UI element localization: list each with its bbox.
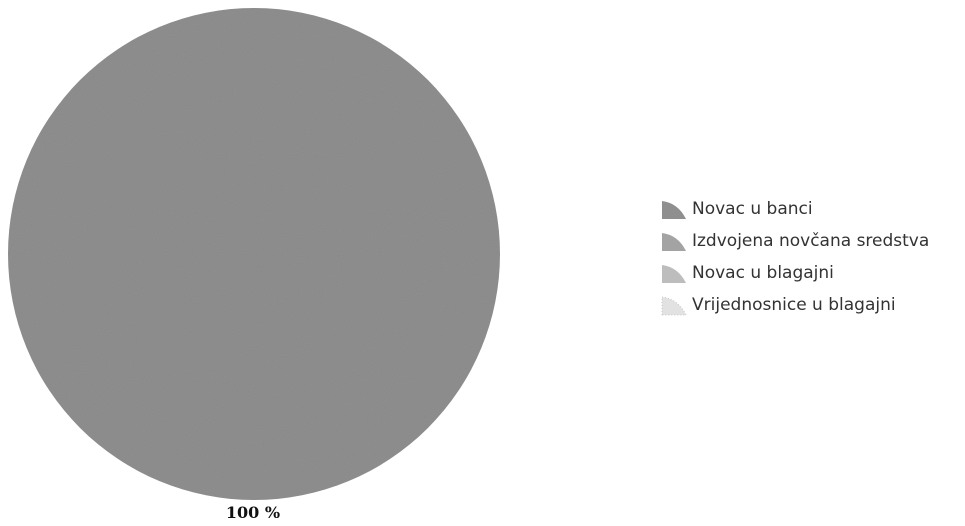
- legend-swatch-icon: [662, 201, 686, 219]
- pie-slice: [8, 8, 500, 500]
- slice-percent-label: 100 %: [225, 503, 281, 522]
- legend-label: Novac u banci: [692, 199, 813, 219]
- legend-item: Novac u banci: [658, 193, 929, 225]
- legend-label: Novac u blagajni: [692, 263, 834, 283]
- legend-item: Vrijednosnice u blagajni: [658, 289, 929, 321]
- legend-swatch-icon: [662, 233, 686, 251]
- legend-label: Vrijednosnice u blagajni: [692, 295, 896, 315]
- pie-slices: [8, 8, 500, 500]
- legend-swatch-icon: [661, 296, 687, 316]
- legend-label: Izdvojena novčana sredstva: [692, 231, 930, 251]
- legend-item: Novac u blagajni: [658, 257, 929, 289]
- legend-item: Izdvojena novčana sredstva: [658, 225, 929, 257]
- legend-swatch-icon: [662, 265, 686, 283]
- legend: Novac u banci Izdvojena novčana sredstva…: [658, 193, 929, 321]
